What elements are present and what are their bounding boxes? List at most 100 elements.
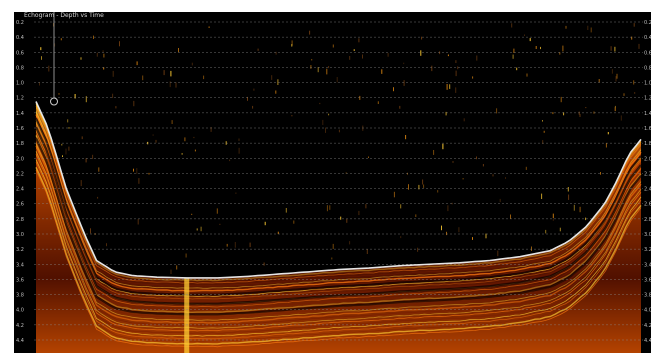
- sub-bottom-layer: [35, 154, 642, 332]
- water-column-target: [210, 127, 212, 132]
- depth-gridlines: [34, 21, 643, 341]
- echogram-plot[interactable]: 0.2 0.4 0.6 0.8 1.0 1.2 1.4 1.6 1.8 2.0 2.2 2.4 2.6 2…: [14, 12, 651, 353]
- sub-bottom-layer: [35, 132, 642, 310]
- water-column-target: [511, 23, 513, 28]
- water-column-target: [291, 40, 293, 46]
- water-column-target: [633, 23, 635, 27]
- water-column-target: [423, 184, 425, 188]
- water-column-target: [510, 214, 511, 219]
- sub-bottom-layer: [35, 169, 642, 348]
- water-column-target: [98, 167, 100, 172]
- water-column-target: [598, 79, 600, 83]
- water-column-target: [585, 107, 587, 109]
- echo-returns: [34, 23, 642, 353]
- depth-tick-label: 2.8: [16, 217, 24, 223]
- water-column-target: [219, 223, 221, 225]
- sub-bottom-layer: [35, 124, 642, 303]
- water-column-target: [326, 205, 328, 212]
- water-column-target: [332, 44, 334, 48]
- water-column-target: [565, 25, 567, 29]
- sub-bottom-layer: [35, 164, 642, 342]
- water-column-target: [362, 54, 363, 59]
- water-column-target: [97, 196, 99, 199]
- water-column-target: [200, 226, 202, 232]
- water-column-target: [80, 180, 82, 187]
- water-column-target: [67, 119, 69, 123]
- water-column-target: [445, 111, 447, 116]
- water-column-target: [633, 80, 635, 85]
- water-column-target: [455, 60, 457, 63]
- depth-tick-label: 3.8: [16, 293, 24, 299]
- sub-bottom-layer: [35, 111, 642, 289]
- depth-tick-label: 2.0: [16, 156, 24, 162]
- water-column-target: [568, 194, 570, 200]
- sub-bottom-layer: [35, 119, 642, 297]
- depth-tick-label: 0.6: [644, 50, 651, 56]
- water-column-target: [234, 242, 236, 248]
- water-column-target: [526, 73, 528, 77]
- depth-tick-label: 1.4: [16, 111, 24, 117]
- water-column-target: [137, 219, 139, 225]
- water-column-target: [81, 136, 83, 140]
- water-column-target: [338, 129, 340, 133]
- depth-tick-label: 4.2: [16, 323, 24, 329]
- water-column-target: [638, 43, 640, 49]
- water-column-target: [291, 44, 293, 47]
- depth-tick-label: 0.2: [644, 20, 651, 26]
- water-column-target: [620, 115, 622, 121]
- water-column-target: [573, 204, 575, 211]
- water-column-target: [563, 112, 565, 116]
- water-column-target: [496, 108, 498, 114]
- water-column-target: [365, 204, 367, 209]
- water-column-target: [68, 127, 70, 129]
- water-column-target: [560, 96, 562, 103]
- water-column-target: [567, 187, 569, 192]
- sediment-dark-band: [34, 137, 642, 316]
- water-column-target: [203, 75, 205, 80]
- water-column-target: [196, 228, 198, 231]
- water-column-target: [368, 156, 369, 158]
- water-column-target: [393, 191, 395, 198]
- water-column-target: [579, 113, 581, 117]
- water-column-target: [119, 41, 120, 47]
- water-column-target: [277, 231, 279, 234]
- water-column-target: [524, 34, 525, 36]
- water-column-target: [61, 143, 63, 146]
- water-column-target: [590, 27, 592, 33]
- water-column-target: [455, 87, 457, 93]
- water-column-target: [446, 231, 447, 236]
- water-column-target: [529, 38, 531, 42]
- water-column-target: [482, 164, 484, 167]
- water-column-target: [535, 46, 537, 49]
- water-column-target: [463, 118, 465, 122]
- water-column-target: [216, 208, 218, 214]
- water-column-target: [437, 190, 439, 193]
- water-column-target: [439, 51, 441, 55]
- water-column-target: [634, 92, 636, 94]
- water-column-target: [336, 77, 338, 83]
- water-column-target: [238, 138, 240, 141]
- water-column-target: [62, 155, 63, 157]
- water-column-target: [623, 93, 625, 96]
- water-column-target: [90, 228, 91, 234]
- water-column-target: [85, 158, 87, 163]
- water-column-target: [238, 147, 240, 154]
- water-column-target: [208, 26, 210, 28]
- depth-tick-label: 1.8: [16, 141, 24, 147]
- water-column-target: [349, 241, 351, 245]
- depth-tick-label: 1.2: [644, 96, 651, 102]
- depth-tick-label: 2.2: [644, 171, 651, 177]
- bright-ping-column: [184, 277, 190, 353]
- water-column-target: [175, 82, 177, 88]
- water-column-target: [353, 49, 355, 51]
- depth-tick-label: 0.4: [644, 35, 651, 41]
- water-column-target: [541, 193, 543, 199]
- water-column-target: [170, 269, 172, 274]
- water-column-target: [616, 73, 618, 79]
- water-column-target: [226, 243, 228, 247]
- water-column-target: [264, 221, 266, 226]
- water-column-target: [328, 66, 330, 69]
- echogram-panel[interactable]: Echogram - Depth vs Time 0.2 0.4 0.6 0.8 1.0…: [14, 12, 651, 353]
- water-column-target: [631, 36, 633, 40]
- water-column-target: [433, 150, 435, 155]
